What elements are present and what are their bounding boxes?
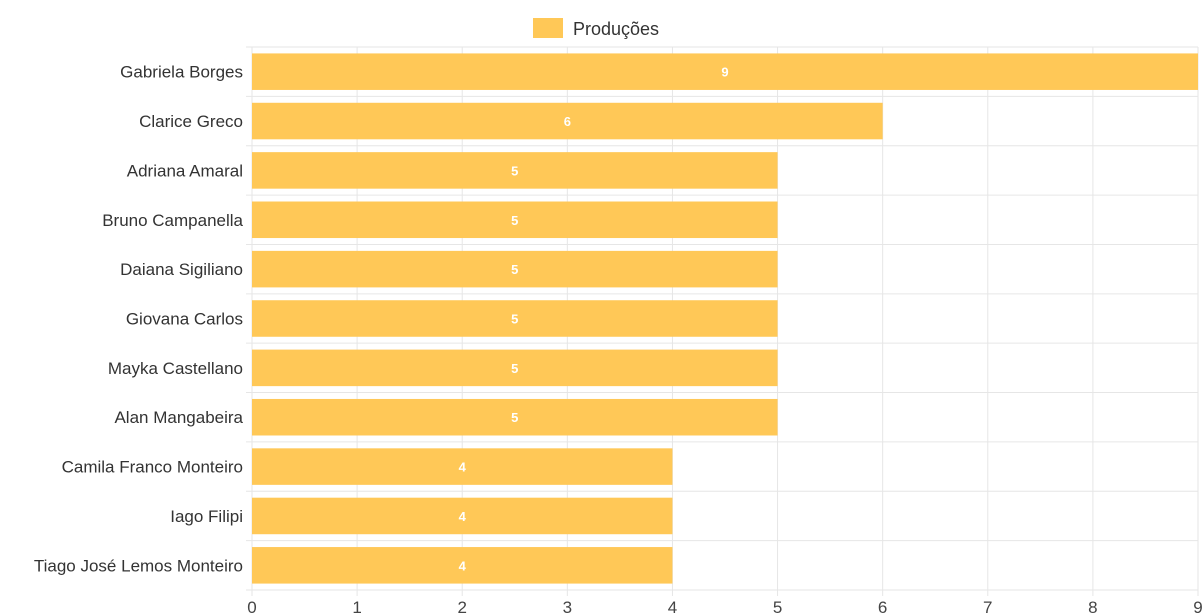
category-labels: Gabriela Borges Clarice Greco Adriana Amar… [34,63,244,576]
x-tick-label: 3 [563,598,572,616]
bar-value-label: 5 [511,410,518,425]
x-tick-label: 1 [352,598,361,616]
bars: 9 6 5 5 5 5 5 5 4 4 4 [252,53,1198,584]
bar-value-label: 5 [511,312,518,327]
bar[interactable] [252,53,1198,90]
category-label: Mayka Castellano [108,359,243,378]
bar-value-label: 4 [459,558,467,573]
bar-value-label: 5 [511,262,518,277]
category-label: Giovana Carlos [126,310,243,329]
bar-value-label: 5 [511,163,518,178]
category-label: Iago Filipi [170,507,243,526]
category-label: Bruno Campanella [102,211,243,230]
category-label: Alan Mangabeira [114,408,243,427]
bar[interactable] [252,102,883,140]
bar[interactable] [252,448,673,485]
legend[interactable]: Produções [533,18,659,39]
x-tick-label: 6 [878,598,887,616]
bar-value-label: 4 [459,509,467,524]
bar-value-label: 4 [459,460,467,475]
x-tick-label: 0 [247,598,256,616]
x-tick-label: 2 [457,598,466,616]
bar-value-label: 6 [564,114,571,129]
bar-value-label: 5 [511,213,518,228]
bar[interactable] [252,398,778,436]
x-tick-label: 5 [773,598,782,616]
bar[interactable] [252,300,778,337]
category-label: Gabriela Borges [120,63,243,82]
x-axis-ticks: 0 1 2 3 4 5 6 7 8 9 [247,598,1202,616]
category-label: Clarice Greco [139,112,243,131]
bar-value-label: 5 [511,361,518,376]
bar[interactable] [252,250,778,288]
bar-value-label: 9 [721,65,728,80]
category-label: Camila Franco Monteiro [62,458,243,477]
category-label: Adriana Amaral [127,161,243,180]
x-tick-label: 9 [1193,598,1202,616]
bar[interactable] [252,547,673,584]
x-tick-label: 7 [983,598,992,616]
bar[interactable] [252,201,778,239]
legend-swatch [533,18,563,38]
bar[interactable] [252,497,673,535]
bar[interactable] [252,349,778,387]
legend-label: Produções [573,19,659,39]
x-tick-label: 4 [668,598,677,616]
bar[interactable] [252,152,778,189]
category-label: Tiago José Lemos Monteiro [34,556,243,575]
category-label: Daiana Sigiliano [120,260,243,279]
x-tick-label: 8 [1088,598,1097,616]
